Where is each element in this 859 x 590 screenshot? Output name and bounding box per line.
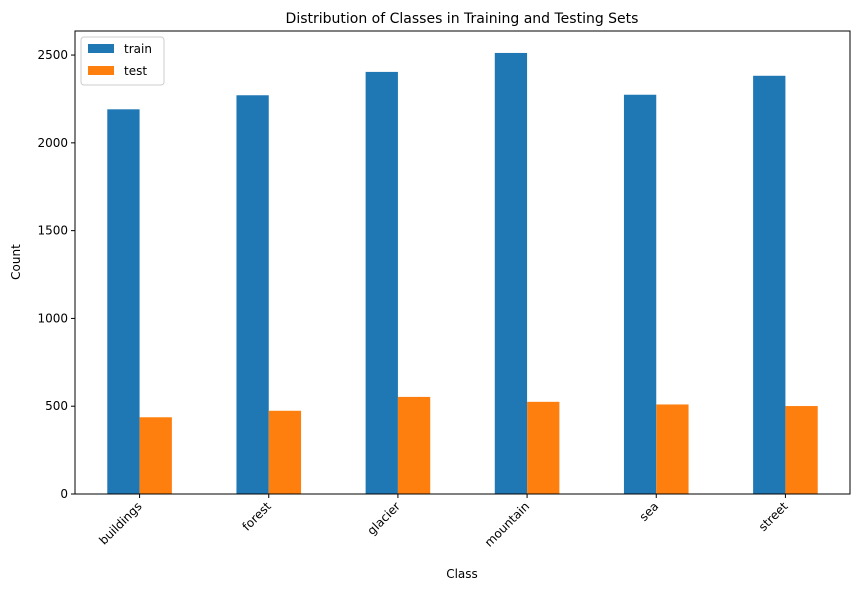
bar-train-buildings — [107, 109, 140, 494]
plot-frame — [74, 30, 851, 495]
legend: train test — [80, 36, 165, 86]
legend-label-train: train — [124, 42, 152, 56]
bar-test-sea — [656, 404, 689, 494]
x-tick-label-glacier: glacier — [364, 499, 403, 538]
bar-train-forest — [236, 95, 269, 494]
y-axis-ticks: 0 500 1000 1500 2000 2500 — [37, 48, 75, 501]
bar-test-buildings — [139, 417, 172, 494]
bar-train-mountain — [494, 52, 528, 494]
bar-train-sea — [623, 94, 657, 494]
x-tick-label-forest: forest — [240, 499, 275, 534]
y-tick-label: 2500 — [37, 48, 68, 62]
legend-swatch-test — [88, 66, 114, 75]
x-tick-label-street: street — [756, 499, 791, 534]
x-tick-label-buildings: buildings — [96, 499, 144, 547]
y-tick-label: 500 — [45, 399, 68, 413]
bar-test-street — [785, 406, 818, 494]
y-axis-label: Count — [9, 244, 23, 280]
bar-train-street — [753, 75, 786, 495]
x-axis-ticks: buildings forest glacier mountain sea street — [96, 494, 791, 550]
y-tick-label: 2000 — [37, 136, 68, 150]
x-tick-label-sea: sea — [637, 499, 662, 524]
bar-train-glacier — [365, 71, 398, 495]
bar-test-forest — [268, 410, 302, 494]
bar-test-glacier — [397, 396, 431, 494]
bar-test-mountain — [527, 401, 560, 494]
chart-title: Distribution of Classes in Training and … — [286, 11, 639, 27]
x-axis-label: Class — [446, 567, 478, 581]
y-tick-label: 1000 — [37, 311, 68, 325]
y-tick-label: 1500 — [37, 224, 68, 238]
legend-label-test: test — [124, 64, 147, 78]
bars-group — [107, 52, 818, 495]
x-tick-label-mountain: mountain — [482, 499, 532, 549]
y-tick-label: 0 — [60, 487, 68, 501]
legend-swatch-train — [88, 44, 114, 53]
